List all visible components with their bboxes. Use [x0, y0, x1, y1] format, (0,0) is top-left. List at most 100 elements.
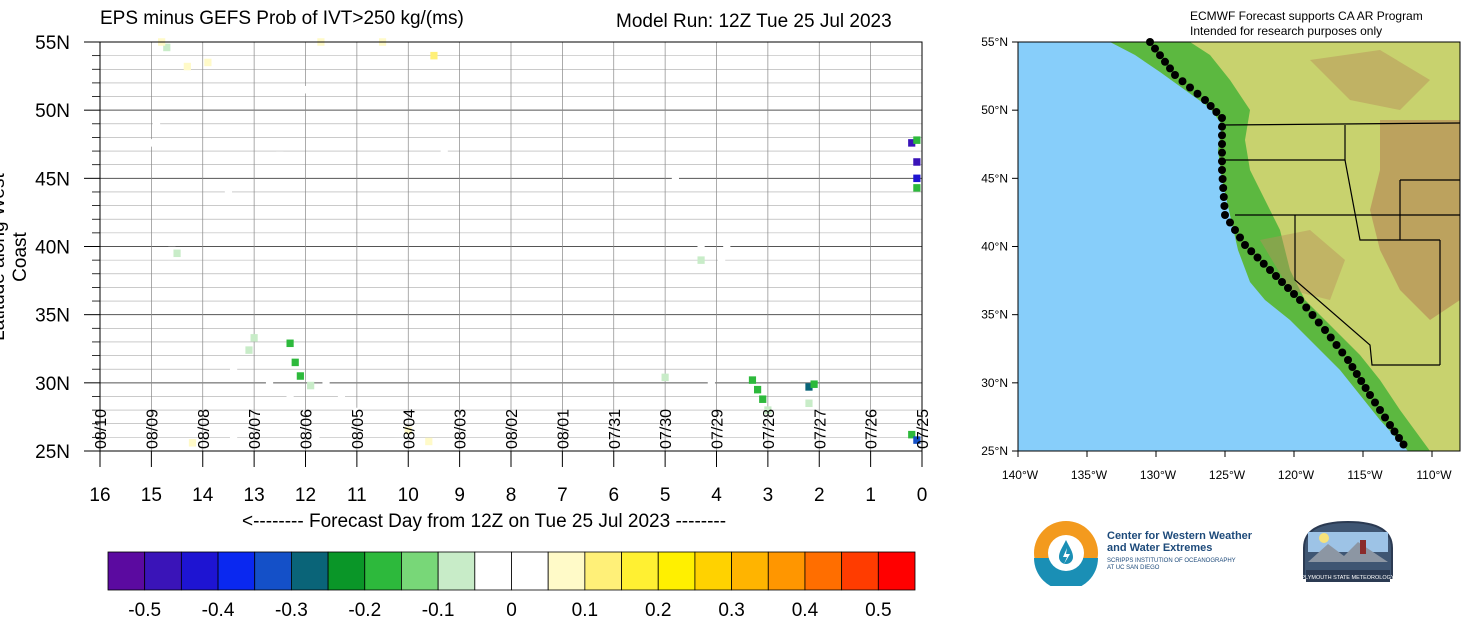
data-cell	[718, 257, 726, 266]
colorbar-label: 0.5	[865, 600, 891, 621]
coast-point	[1247, 247, 1256, 256]
coast-point	[1390, 427, 1399, 436]
colorbar-swatch	[584, 551, 622, 591]
date-label: 07/28	[761, 409, 778, 449]
data-cell	[707, 377, 715, 386]
date-label: 07/27	[812, 409, 829, 449]
cw3e-name-line1: Center for Western Weather	[1107, 530, 1253, 542]
coast-point	[1221, 211, 1229, 219]
map-mountains-sierra	[1260, 230, 1345, 300]
colorbar-swatch	[291, 551, 329, 591]
x-tick-label: 9	[454, 485, 465, 506]
data-cell	[291, 358, 299, 367]
map-mountains	[1370, 120, 1460, 320]
data-cell	[913, 436, 921, 444]
date-label: 08/01	[555, 409, 572, 449]
x-tick-label: 11	[347, 485, 367, 506]
colorbar-label: -0.4	[202, 600, 235, 621]
coast-point	[1381, 413, 1389, 422]
map-note: ECMWF Forecast supports CA AR Program In…	[1190, 9, 1423, 39]
chart-cells	[147, 38, 921, 447]
building-icon	[1360, 540, 1366, 554]
coast-point	[1231, 226, 1239, 234]
coast-point	[1314, 318, 1323, 327]
x-tick-label: 12	[295, 485, 316, 506]
coast-point	[1357, 377, 1366, 385]
date-label: 08/10	[93, 409, 110, 449]
y-tick-label: 45N	[35, 169, 70, 190]
data-cell	[908, 430, 916, 439]
data-cell	[913, 158, 921, 166]
map-mountains-north	[1310, 50, 1430, 110]
cw3e-subtitle: SCRIPPS INSTITUTION OF OCEANOGRAPHY AT U…	[1107, 558, 1236, 572]
coast-point	[1332, 341, 1341, 349]
data-cell	[697, 245, 705, 253]
map-lat-label: 25°N	[981, 444, 1008, 458]
data-cell	[337, 85, 346, 94]
x-tick-label: 0	[917, 485, 928, 506]
colorbar-swatch	[327, 551, 366, 591]
coast-point	[1218, 114, 1226, 122]
data-cell	[805, 399, 813, 408]
data-cell	[163, 43, 171, 52]
colorbar-swatch	[621, 551, 659, 591]
data-cell	[296, 372, 304, 380]
data-cell	[229, 365, 238, 373]
x-tick-label: 16	[89, 485, 110, 506]
coast-point	[1253, 253, 1262, 262]
data-cell	[404, 426, 412, 435]
colorbar-label: -0.3	[275, 600, 308, 621]
cw3e-sub-line1: SCRIPPS INSTITUTION OF OCEANOGRAPHY	[1107, 558, 1236, 564]
coast-point	[1218, 175, 1227, 183]
coast-point	[1266, 266, 1274, 274]
coast-point	[1218, 166, 1226, 174]
data-cell	[286, 395, 294, 403]
colorbar-swatch	[437, 551, 476, 591]
map-lat-label: 45°N	[981, 171, 1008, 185]
colorbar-swatch	[144, 551, 182, 591]
y-tick-label: 50N	[35, 101, 70, 122]
colorbar-label: -0.5	[128, 600, 161, 621]
data-cell	[723, 240, 731, 248]
mountain-icon	[1308, 542, 1388, 562]
data-cell	[620, 261, 628, 270]
chart-title: EPS minus GEFS Prob of IVT>250 kg/(ms)	[100, 8, 464, 29]
plymouth-state-logo: PLYMOUTH STATE METEOROLOGY	[1301, 520, 1395, 582]
x-tick-label: 15	[141, 485, 162, 506]
data-cell	[353, 407, 361, 416]
data-cell	[183, 62, 191, 71]
y-tick-label: 40N	[35, 238, 70, 259]
data-cell	[168, 238, 176, 247]
cw3e-name-line2: and Water Extremes	[1107, 542, 1213, 554]
data-cell	[913, 136, 921, 144]
coast-point	[1352, 370, 1361, 378]
data-cell	[173, 249, 181, 258]
data-cell	[913, 184, 921, 192]
data-cell	[307, 381, 315, 390]
map-ticks: 55°N 50°N 45°N 40°N 35°N 30°N 25°N 140°W 135°W 13…	[981, 35, 1452, 482]
cw3e-logo	[1034, 521, 1098, 586]
date-label: 07/29	[710, 409, 727, 449]
data-cell	[754, 385, 762, 394]
west-coast-map: 55°N 50°N 45°N 40°N 35°N 30°N 25°N 140°W 135°W 13…	[981, 35, 1461, 482]
x-tick-label: 10	[398, 485, 419, 506]
coast-point	[1366, 391, 1374, 399]
coast-point	[1186, 83, 1194, 92]
data-cell	[276, 151, 284, 159]
data-cell	[661, 373, 669, 382]
date-label: 08/07	[247, 409, 264, 449]
data-cell	[260, 45, 268, 53]
date-label: 08/02	[504, 409, 521, 449]
map-lon-label: 110°W	[1416, 468, 1452, 482]
map-lon-label: 140°W	[1002, 468, 1039, 482]
data-cell	[188, 115, 197, 124]
colorbar-label: -0.1	[422, 600, 455, 621]
data-cell	[810, 380, 818, 388]
cw3e-name: Center for Western Weather and Water Ext…	[1107, 530, 1252, 554]
data-cell	[748, 376, 757, 384]
coast-point	[1151, 44, 1159, 53]
date-label: 08/03	[453, 409, 470, 449]
date-label: 07/26	[864, 409, 881, 449]
data-cell	[697, 256, 705, 264]
